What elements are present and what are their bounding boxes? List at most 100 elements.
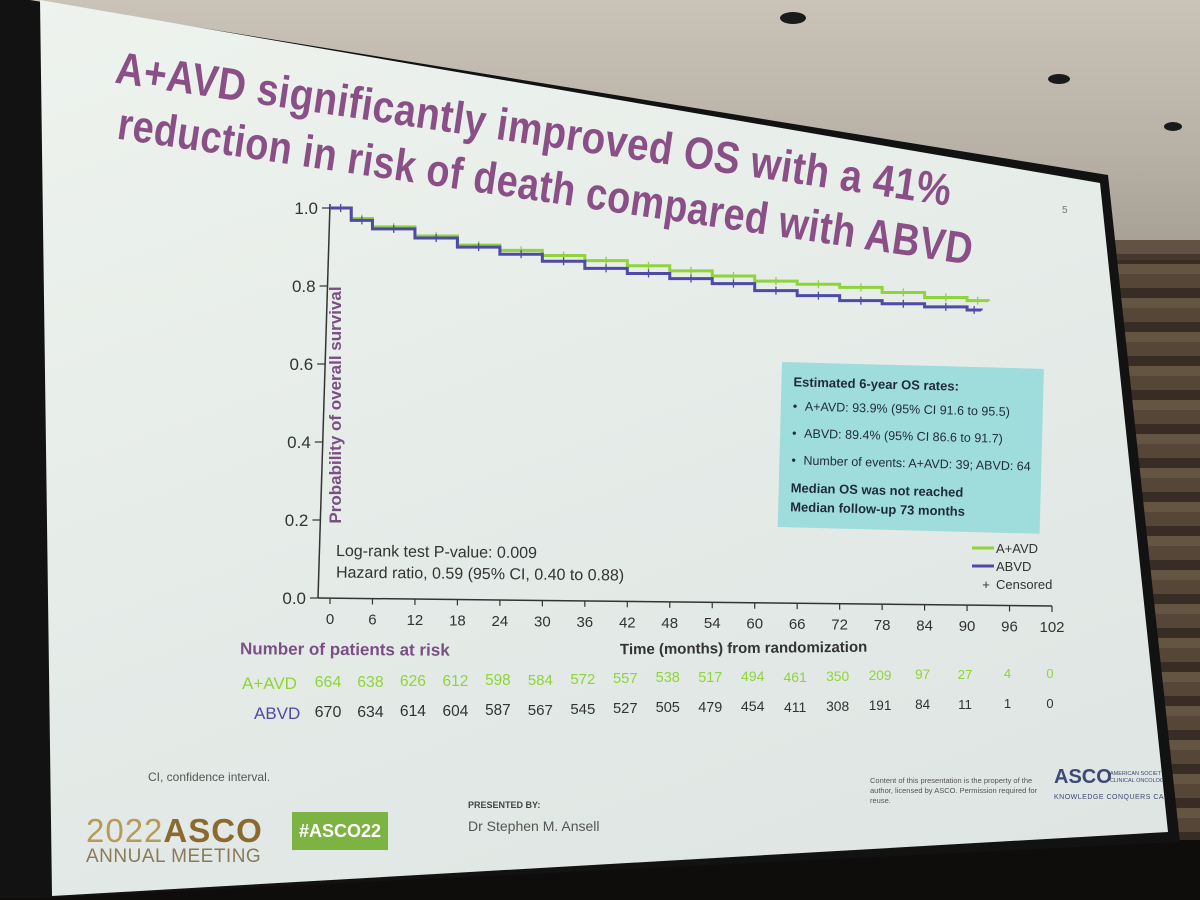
risk-cell: 494: [740, 669, 765, 686]
risk-cell: 626: [399, 673, 426, 691]
risk-cell: 4: [1003, 666, 1012, 682]
asco-logo: ASCO: [1054, 766, 1112, 788]
risk-cell: 350: [826, 668, 850, 685]
risk-cell: 209: [868, 667, 892, 683]
risk-cell: 567: [527, 701, 553, 719]
risk-cell: 598: [485, 672, 511, 690]
y-tick-label: 1.0: [294, 199, 318, 218]
risk-cell: 191: [868, 697, 892, 713]
os-box-bullet2: ABVD: 89.4% (95% CI 86.6 to 91.7): [803, 426, 1003, 446]
x-tick-label: 78: [874, 617, 891, 634]
y-axis-label: Probability of overall survival: [326, 286, 345, 524]
x-tick-label: 42: [619, 614, 636, 631]
os-box-heading: Estimated 6-year OS rates:: [793, 374, 960, 394]
hashtag-badge: #ASCO22: [292, 812, 388, 850]
risk-cell: 479: [698, 699, 723, 716]
risk-cell: 545: [570, 701, 596, 719]
risk-cell: 587: [485, 702, 511, 720]
risk-cell: 634: [357, 703, 384, 721]
asco-tagline: KNOWLEDGE CONQUERS CANCER: [1054, 794, 1186, 801]
ceiling-light: [780, 12, 806, 24]
logrank-text: Log-rank test P-value: 0.009: [335, 542, 538, 563]
risk-cell: 517: [698, 669, 723, 686]
risk-cell: 612: [442, 672, 469, 690]
os-box-bullet3: Number of events: A+AVD: 39; ABVD: 64: [803, 453, 1031, 474]
x-tick-label: 66: [789, 616, 806, 633]
legend-label: Censored: [996, 577, 1052, 592]
risk-cell: 97: [915, 667, 931, 683]
risk-cell: 572: [570, 671, 596, 689]
risk-cell: 584: [527, 671, 553, 689]
x-tick-label: 90: [959, 618, 976, 635]
risk-row-label: ABVD: [254, 704, 301, 723]
legend-label: ABVD: [996, 559, 1031, 574]
x-tick-label: 48: [661, 615, 678, 632]
risk-cell: 604: [442, 702, 469, 720]
x-tick-label: 24: [492, 613, 509, 630]
risk-cell: 411: [783, 698, 807, 715]
meeting-subtitle: ANNUAL MEETING: [86, 846, 262, 867]
x-axis-line: [317, 597, 1053, 607]
risk-cell: 538: [655, 670, 680, 687]
legend-label: A+AVD: [996, 541, 1038, 556]
asco-logo-subtitle: AMERICAN SOCIETY OF CLINICAL ONCOLOGY: [1110, 771, 1174, 784]
chart-legend: A+AVD ABVD + Censored: [972, 541, 1052, 592]
x-ticks: 0 6 12 18 24 30 36 42 48 54 60 66 72 78 84 90 96 102: [326, 598, 1065, 636]
risk-cell: 0: [1046, 666, 1054, 681]
y-tick-label: 0.8: [292, 277, 316, 296]
risk-cell: 11: [958, 696, 972, 712]
os-rates-box: Estimated 6-year OS rates: • A+AVD: 93.9…: [777, 362, 1044, 534]
copyright-note: Content of this presentation is the prop…: [870, 776, 1038, 805]
risk-cell: 454: [740, 699, 765, 716]
risk-cell: 670: [314, 704, 342, 721]
series-line-aavd: [330, 206, 990, 303]
risk-cell: 664: [314, 674, 342, 691]
risk-cell: 527: [612, 700, 638, 717]
ceiling-light: [1048, 74, 1070, 84]
risk-cell: 461: [783, 668, 807, 685]
x-tick-label: 102: [1039, 619, 1064, 636]
bullet-icon: •: [792, 399, 798, 414]
y-tick-label: 0.2: [285, 511, 309, 530]
os-box-bullet1: A+AVD: 93.9% (95% CI 91.6 to 95.5): [804, 399, 1011, 419]
slide-number: 5: [1062, 205, 1068, 216]
y-ticks: 0.0 0.2 0.4 0.6 0.8 1.0: [282, 199, 330, 608]
median-os-text: Median OS was not reached: [790, 480, 964, 500]
x-tick-label: 72: [831, 617, 848, 634]
risk-cell: 308: [826, 698, 850, 715]
x-axis-label: Time (months) from randomization: [619, 638, 868, 659]
presenter-name: Dr Stephen M. Ansell: [468, 818, 600, 834]
median-followup-text: Median follow-up 73 months: [790, 499, 966, 519]
x-tick-label: 30: [534, 613, 551, 630]
x-tick-label: 36: [576, 614, 593, 631]
risk-table-header: Number of patients at risk: [239, 639, 450, 660]
chart-axes: [317, 203, 1053, 607]
ceiling-light: [1164, 122, 1182, 131]
chart-series: [330, 204, 990, 314]
x-tick-label: 54: [704, 615, 721, 632]
risk-cell: 614: [399, 703, 426, 721]
y-axis-line: [317, 203, 331, 599]
x-tick-label: 96: [1001, 619, 1018, 636]
risk-row-label: A+AVD: [242, 674, 297, 693]
bullet-icon: •: [791, 453, 797, 468]
y-tick-label: 0.0: [282, 589, 306, 608]
y-tick-label: 0.4: [287, 433, 311, 452]
bullet-icon: •: [791, 426, 797, 441]
risk-cell: 27: [957, 666, 973, 682]
hazard-ratio-text: Hazard ratio, 0.59 (95% CI, 0.40 to 0.88…: [335, 564, 625, 585]
x-tick-label: 6: [368, 611, 376, 628]
x-tick-label: 84: [916, 618, 933, 635]
x-tick-label: 60: [746, 616, 763, 633]
risk-cell: 1: [1003, 696, 1012, 712]
y-tick-label: 0.6: [290, 355, 314, 374]
meeting-logo: 2022ASCO: [86, 812, 263, 849]
risk-cell: 557: [612, 670, 638, 687]
series-line-abvd: [330, 206, 983, 312]
x-tick-label: 12: [407, 612, 424, 629]
footnote: CI, confidence interval.: [148, 770, 271, 784]
risk-cell: 0: [1046, 696, 1054, 711]
x-tick-label: 18: [449, 612, 466, 629]
